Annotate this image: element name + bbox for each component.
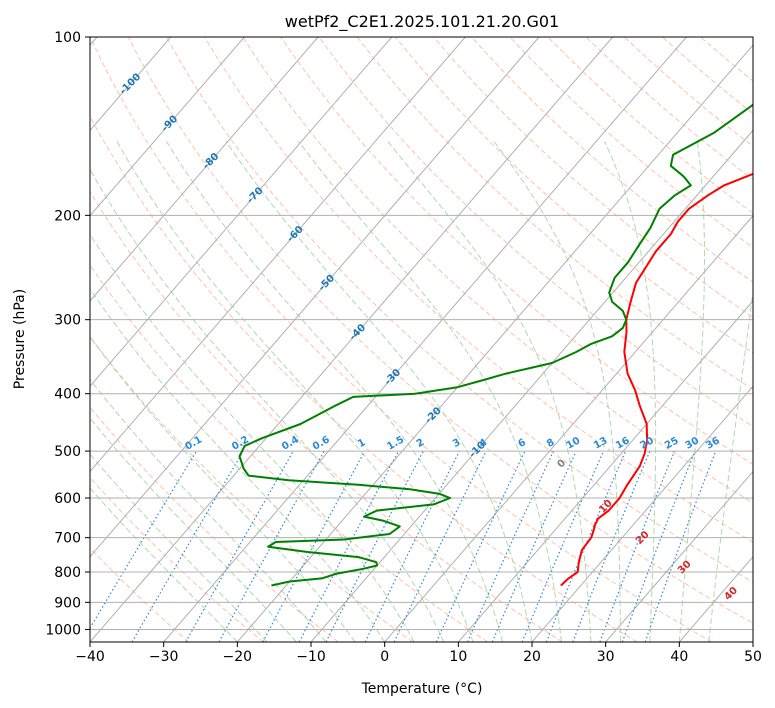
x-tick-label: −20 xyxy=(223,649,253,665)
x-tick-label: −40 xyxy=(75,649,105,665)
y-axis-label: Pressure (hPa) xyxy=(12,289,28,389)
dry-adiabat-line xyxy=(204,37,753,543)
y-tick-label: 700 xyxy=(54,531,81,547)
y-axis: 100 200 300 400 500 600 700 800 900 1000 xyxy=(45,30,90,638)
x-axis-label: Temperature (°C) xyxy=(361,681,483,697)
dry-adiabat-line xyxy=(394,37,753,354)
isotherm-line xyxy=(90,37,245,217)
temperature-profile-line xyxy=(560,172,753,587)
isotherm-line xyxy=(90,37,614,642)
isotherm-line xyxy=(531,385,753,642)
x-axis: −40 −30 −20 −10 0 10 20 30 40 50 xyxy=(75,642,762,665)
y-tick-label: 1000 xyxy=(45,622,81,638)
isotherm-line xyxy=(605,470,753,642)
isotherm-line xyxy=(90,37,393,387)
y-tick-label: 200 xyxy=(54,208,81,224)
y-tick-label: 900 xyxy=(54,595,81,611)
mixing-ratio-label: 1 xyxy=(356,437,368,450)
mixing-ratio-line xyxy=(466,450,555,642)
y-tick-label: 800 xyxy=(54,565,81,581)
x-tick-label: −30 xyxy=(149,649,179,665)
isotherm-line xyxy=(90,37,466,473)
dry-adiabat-line xyxy=(471,37,753,283)
dry-adiabat-line xyxy=(90,115,638,642)
dry-adiabat-line xyxy=(356,37,753,391)
mixing-ratio-line xyxy=(491,450,577,642)
mixing-ratio-line xyxy=(644,450,717,642)
isotherm-line xyxy=(384,214,753,642)
data-series xyxy=(238,103,753,587)
isotherm-line xyxy=(457,300,753,642)
mixing-ratio-line xyxy=(185,450,294,642)
y-tick-label: 400 xyxy=(54,387,81,403)
isotherm-line xyxy=(163,37,687,642)
dry-adiabat-line xyxy=(90,264,488,642)
dry-adiabat-line xyxy=(127,37,753,624)
chart-title: wetPf2_C2E1.2025.101.21.20.G01 xyxy=(285,12,559,32)
dry-adiabat-line xyxy=(280,37,753,465)
mixing-ratio-line xyxy=(218,450,325,642)
mixing-ratio-line xyxy=(599,450,676,642)
dry-adiabat-line xyxy=(90,406,339,642)
mixing-ratio-line xyxy=(262,450,366,642)
mixing-ratio-line xyxy=(572,450,651,642)
mixing-ratio-label: 6 xyxy=(516,437,528,450)
mixing-ratio-line xyxy=(325,450,424,642)
mixing-ratio-label: 2 xyxy=(415,437,427,450)
isotherm-line xyxy=(90,37,540,558)
mixing-ratio-label: 4 xyxy=(478,437,490,450)
y-tick-label: 600 xyxy=(54,491,81,507)
plot-frame xyxy=(89,36,754,643)
dewpoint-profile-line xyxy=(238,103,753,587)
y-tick-label: 300 xyxy=(54,313,81,329)
x-tick-label: −10 xyxy=(296,649,326,665)
dry-adiabat-line xyxy=(90,37,712,642)
y-tick-label: 100 xyxy=(54,30,81,46)
x-tick-label: 50 xyxy=(744,649,762,665)
x-tick-label: 0 xyxy=(380,649,389,665)
dry-adiabat-line xyxy=(165,37,753,583)
background-lines xyxy=(90,37,753,642)
mixing-ratio-line xyxy=(521,450,605,642)
x-tick-label: 30 xyxy=(597,649,615,665)
x-tick-label: 40 xyxy=(670,649,688,665)
x-tick-label: 20 xyxy=(523,649,541,665)
mixing-ratio-line xyxy=(621,450,696,642)
mixing-ratio-label: 8 xyxy=(545,437,557,450)
mixing-ratio-line xyxy=(90,450,198,630)
isotherm-line xyxy=(310,129,753,642)
isotherm-line xyxy=(90,37,319,302)
y-tick-label: 500 xyxy=(54,444,81,460)
dry-adiabat-line xyxy=(90,476,264,642)
dry-adiabat-line xyxy=(90,191,563,642)
mixing-ratio-label: 3 xyxy=(451,437,463,450)
x-tick-label: 10 xyxy=(449,649,467,665)
